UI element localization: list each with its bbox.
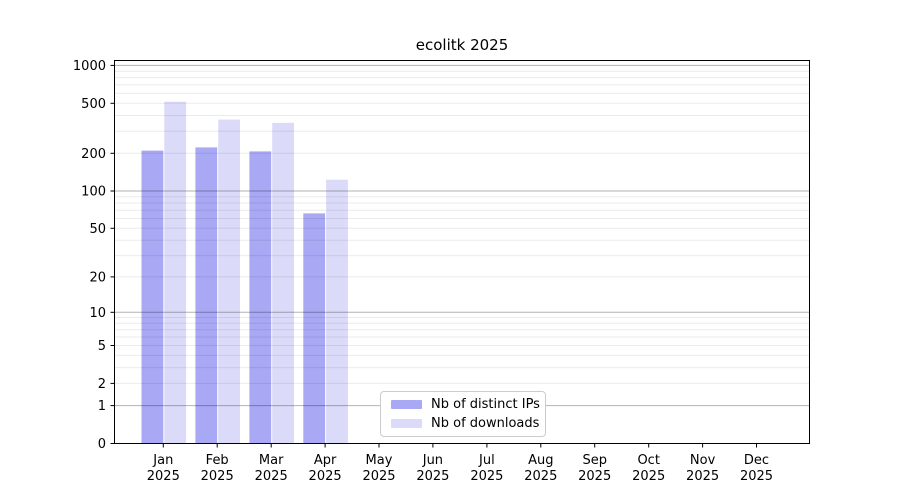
legend-swatch-downloads — [391, 419, 422, 428]
y-tick-label: 1 — [98, 399, 106, 414]
y-tick-label: 5 — [98, 339, 106, 354]
bar — [249, 151, 272, 444]
y-tick-label: 20 — [89, 270, 106, 285]
legend-label-distinct-ips: Nb of distinct IPs — [431, 396, 540, 412]
legend-label-downloads: Nb of downloads — [431, 415, 540, 431]
y-tick-label: 1000 — [73, 59, 106, 74]
legend-item-distinct-ips: Nb of distinct IPs — [391, 397, 545, 413]
x-tick-label: Jun 2025 — [416, 453, 449, 484]
x-tick-label: Sep 2025 — [578, 453, 611, 484]
bar — [326, 179, 348, 444]
bar — [195, 147, 218, 444]
x-tick-label: Apr 2025 — [309, 453, 342, 484]
x-tick-label: Aug 2025 — [524, 453, 557, 484]
bar — [141, 150, 164, 444]
y-tick-label: 50 — [89, 222, 106, 237]
y-tick-label: 2 — [98, 377, 106, 392]
legend-item-downloads: Nb of downloads — [391, 416, 545, 432]
plot-frame — [114, 60, 810, 444]
y-tick-label: 0 — [98, 437, 106, 452]
x-tick-label: Jan 2025 — [147, 453, 180, 484]
legend-swatch-distinct-ips — [391, 400, 422, 409]
bar — [164, 101, 187, 444]
x-tick-label: Feb 2025 — [201, 453, 234, 484]
chart-title: ecolitk 2025 — [415, 36, 509, 54]
x-tick-label: Nov 2025 — [686, 453, 719, 484]
x-tick-label: Jul 2025 — [470, 453, 503, 484]
bar — [303, 213, 326, 444]
legend-box: Nb of distinct IPs Nb of downloads — [380, 391, 546, 437]
x-tick-label: Mar 2025 — [255, 453, 288, 484]
y-tick-label: 500 — [81, 97, 106, 112]
y-tick-label: 200 — [81, 147, 106, 162]
bar — [218, 119, 240, 444]
x-tick-label: Oct 2025 — [632, 453, 665, 484]
y-tick-label: 10 — [89, 306, 106, 321]
x-tick-label: May 2025 — [362, 453, 395, 484]
y-tick-label: 100 — [81, 185, 106, 200]
x-tick-label: Dec 2025 — [740, 453, 773, 484]
bar — [272, 122, 294, 444]
